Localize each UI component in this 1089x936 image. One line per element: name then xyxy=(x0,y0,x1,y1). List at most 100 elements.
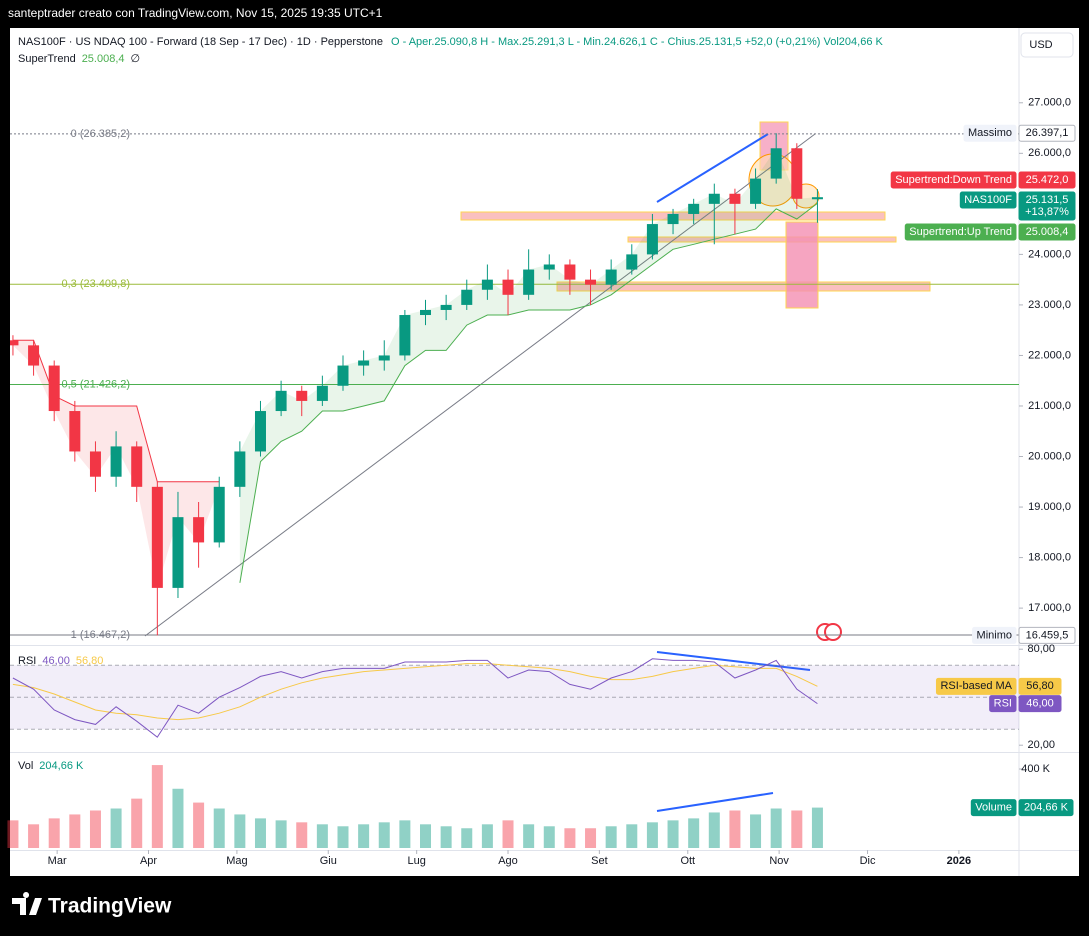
axis-value: 25.008,4 xyxy=(1026,226,1069,238)
candle-body xyxy=(791,148,803,199)
rsi-value: 46,00 xyxy=(42,655,70,667)
top-bar-text: santeptrader creato con TradingView.com,… xyxy=(8,6,383,20)
x-tick-label: Set xyxy=(591,855,608,867)
axis-value-box xyxy=(1018,799,1074,817)
rsi-ma-line xyxy=(12,663,818,721)
axis-label-name: RSI xyxy=(994,698,1012,710)
footer-brand: TradingView xyxy=(48,895,172,918)
axis-label-box xyxy=(972,626,1017,644)
candle-body xyxy=(337,365,349,386)
y-tick-label: 80,00 xyxy=(1027,643,1055,655)
axis-label-name: Supertrend:Down Trend xyxy=(895,174,1012,186)
axis-value: 46,00 xyxy=(1026,698,1054,710)
axis-value: 25.131,5 xyxy=(1026,194,1069,206)
x-tick-label: Dic xyxy=(860,855,876,867)
volume-name: Vol xyxy=(18,760,33,772)
candle-body xyxy=(316,385,328,401)
axis-value: 56,80 xyxy=(1026,680,1054,692)
indicator-legend: SuperTrend 25.008,4 ∅ xyxy=(18,53,140,65)
volume-bar xyxy=(89,810,101,848)
volume-bar xyxy=(296,822,308,848)
axis-value-box xyxy=(1018,171,1076,189)
candle-body xyxy=(28,345,40,366)
candle-body xyxy=(440,304,452,310)
candle-body xyxy=(626,254,638,270)
candle-body xyxy=(193,517,205,543)
x-tick-label: Ott xyxy=(680,855,695,867)
rsi-legend: RSI 46,00 56,80 xyxy=(18,655,103,667)
candle-body xyxy=(89,451,101,477)
indicator-flag: ∅ xyxy=(131,53,141,65)
logo-mark xyxy=(12,892,42,915)
volume-bar xyxy=(358,824,370,848)
y-tick-label: 20,00 xyxy=(1027,739,1055,751)
y-tick-label: 17.000,0 xyxy=(1028,602,1071,614)
level-label: 0,3 (23.409,8) xyxy=(62,278,131,290)
candle-body xyxy=(688,203,700,214)
chart-panel xyxy=(10,28,1079,876)
volume-bar xyxy=(440,826,452,848)
candle-body xyxy=(275,390,287,412)
axis-label-name: Massimo xyxy=(968,127,1012,139)
y-tick-label: 18.000,0 xyxy=(1028,551,1071,563)
candle-body xyxy=(523,269,535,295)
zone xyxy=(556,281,931,292)
axis-label-box xyxy=(890,171,1017,189)
rsi-line xyxy=(12,658,818,738)
volume-bar xyxy=(585,828,597,848)
y-tick-label: 26.000,0 xyxy=(1028,147,1071,159)
volume-bar xyxy=(729,810,741,848)
volume-bar xyxy=(254,818,266,848)
candle-body xyxy=(646,224,658,255)
level-label: 0,5 (21.426,2) xyxy=(62,378,131,390)
volume-value: 204,66 K xyxy=(39,760,84,772)
volume-bar xyxy=(7,820,19,848)
axis-label-box xyxy=(904,223,1017,241)
y-tick-label: 400 K xyxy=(1021,763,1050,775)
supertrend-line xyxy=(239,203,818,583)
volume-bar xyxy=(605,826,617,848)
level-label: 1 (16.467,2) xyxy=(71,629,130,641)
candle-body xyxy=(667,213,679,225)
volume-bar xyxy=(791,810,803,848)
volume-bar xyxy=(750,814,762,848)
candle-body xyxy=(296,390,308,401)
candle-body xyxy=(110,446,122,477)
candle-body xyxy=(213,486,225,543)
currency-button[interactable] xyxy=(1020,32,1074,58)
x-tick-label: Giu xyxy=(320,855,337,867)
volume-bar xyxy=(213,808,225,848)
ohlc-values: O - Aper.25.090,8 H - Max.25.291,3 L - M… xyxy=(391,36,884,48)
candle-body xyxy=(131,446,143,487)
price-pane xyxy=(10,133,1019,636)
candle-body xyxy=(48,365,60,412)
volume-bar xyxy=(378,822,390,848)
volume-bar xyxy=(461,828,473,848)
volume-bar xyxy=(48,818,60,848)
axis-label-box xyxy=(989,695,1017,713)
event-icon[interactable] xyxy=(824,623,842,641)
x-tick-label: Mag xyxy=(226,855,247,867)
candle-body xyxy=(811,197,823,200)
candle-body xyxy=(502,279,514,295)
volume-bar xyxy=(275,820,287,848)
volume-bar xyxy=(811,807,823,848)
volume-bar xyxy=(172,788,184,848)
axis-label-box xyxy=(970,799,1017,817)
footer-logo xyxy=(12,892,42,915)
divergence-line xyxy=(656,792,774,812)
candle-body xyxy=(234,451,246,487)
candle-body xyxy=(378,355,390,361)
candle-body xyxy=(770,148,782,179)
axis-label-name: NAS100F xyxy=(964,194,1012,206)
level-label: 0 (26.385,2) xyxy=(71,128,130,140)
axis-value: 25.472,0 xyxy=(1026,174,1069,186)
candle-body xyxy=(729,193,741,204)
volume-bar xyxy=(234,814,246,848)
volume-bar xyxy=(110,808,122,848)
volume-bar xyxy=(28,824,40,848)
axis-label-box xyxy=(935,677,1017,695)
candle-body xyxy=(399,315,411,356)
rsi-name: RSI xyxy=(18,655,36,667)
